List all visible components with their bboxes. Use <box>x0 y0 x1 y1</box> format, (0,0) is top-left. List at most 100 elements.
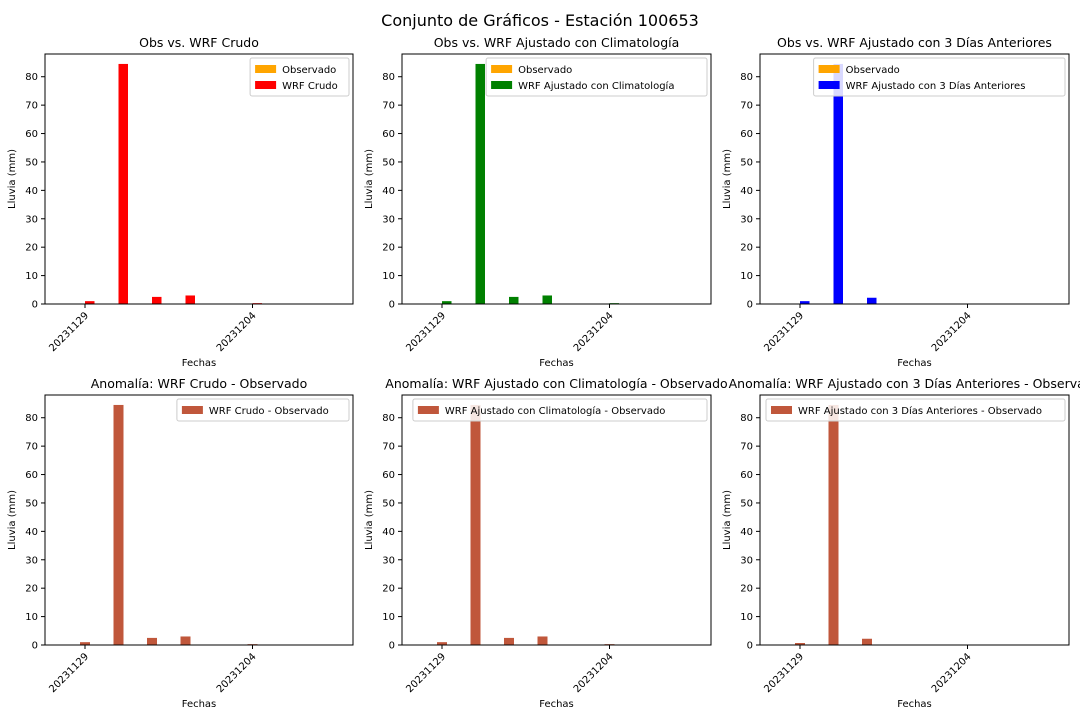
legend-swatch <box>771 406 792 414</box>
legend-box <box>813 57 1066 97</box>
y-tick-label: 60 <box>382 470 395 481</box>
bar <box>867 297 877 304</box>
legend-label: WRF Ajustado con 3 Días Anteriores - Obs… <box>798 405 1042 417</box>
y-tick-label: 50 <box>740 498 753 509</box>
x-tick-label: 20231204 <box>572 310 616 354</box>
bar <box>437 642 447 645</box>
panel-title: Obs vs. WRF Ajustado con 3 Días Anterior… <box>777 35 1052 50</box>
y-tick-label: 80 <box>382 72 395 83</box>
y-tick-label: 50 <box>25 498 38 509</box>
y-tick-label: 30 <box>740 555 753 566</box>
x-tick-label: 20231204 <box>215 651 259 695</box>
y-tick-label: 40 <box>382 186 395 197</box>
bar <box>862 638 872 645</box>
bar <box>152 296 162 304</box>
x-tick-label: 20231204 <box>930 651 974 695</box>
y-tick-label: 50 <box>382 498 395 509</box>
y-tick-label: 30 <box>25 214 38 225</box>
y-tick-label: 40 <box>382 527 395 538</box>
y-tick-label: 50 <box>740 157 753 168</box>
x-tick-label: 20231204 <box>572 651 616 695</box>
y-tick-label: 30 <box>382 214 395 225</box>
legend-box <box>765 398 1066 422</box>
y-tick-label: 80 <box>382 413 395 424</box>
y-tick-label: 40 <box>740 186 753 197</box>
y-tick-label: 0 <box>389 641 395 652</box>
y-tick-label: 80 <box>740 72 753 83</box>
bar <box>118 63 128 305</box>
y-tick-label: 30 <box>740 214 753 225</box>
y-tick-label: 70 <box>382 442 395 453</box>
legend-label: WRF Ajustado con 3 Días Anteriores <box>846 80 1026 92</box>
y-tick-label: 10 <box>25 271 38 282</box>
panel-title: Anomalía: WRF Ajustado con 3 Días Anteri… <box>729 376 1080 391</box>
y-tick-label: 80 <box>740 413 753 424</box>
legend-label: Observado <box>518 65 572 76</box>
x-tick-label: 20231129 <box>404 651 448 695</box>
y-tick-label: 60 <box>740 470 753 481</box>
y-tick-label: 70 <box>740 101 753 112</box>
legend-swatch <box>491 65 513 73</box>
plot-frame <box>44 53 354 305</box>
bar <box>442 301 452 304</box>
bar <box>504 637 514 645</box>
y-axis-label: Lluvia (mm) <box>364 149 375 209</box>
legend-swatch <box>818 81 840 89</box>
legend-swatch <box>417 406 439 414</box>
y-tick-label: 20 <box>382 584 395 595</box>
legend-label: WRF Crudo - Observado <box>209 406 329 417</box>
x-tick-label: 20231129 <box>47 310 91 354</box>
y-axis-label: Lluvia (mm) <box>722 149 733 209</box>
panel-title: Obs vs. WRF Crudo <box>139 35 259 50</box>
y-tick-label: 40 <box>25 186 38 197</box>
x-axis-label: Fechas <box>897 358 932 369</box>
y-tick-label: 50 <box>382 157 395 168</box>
panel-title: Anomalía: WRF Ajustado con Climatología … <box>385 376 727 391</box>
plot-frame <box>401 394 712 646</box>
legend-label: WRF Crudo <box>282 81 338 92</box>
y-tick-label: 60 <box>25 470 38 481</box>
y-tick-label: 30 <box>382 555 395 566</box>
x-axis-label: Fechas <box>539 358 574 369</box>
x-axis-label: Fechas <box>539 699 574 710</box>
plot-frame <box>759 394 1070 646</box>
legend-label: WRF Ajustado con Climatología - Observad… <box>445 405 666 417</box>
y-tick-label: 60 <box>25 129 38 140</box>
y-tick-label: 0 <box>747 300 753 311</box>
bar <box>828 404 839 645</box>
y-axis-label: Lluvia (mm) <box>7 490 18 550</box>
plot-frame <box>759 53 1070 305</box>
y-tick-label: 10 <box>740 271 753 282</box>
x-axis-label: Fechas <box>182 699 217 710</box>
y-axis-label: Lluvia (mm) <box>722 490 733 550</box>
figure-title: Conjunto de Gráficos - Estación 100653 <box>381 11 699 30</box>
bar <box>537 636 548 645</box>
x-tick-label: 20231129 <box>762 310 806 354</box>
bar <box>147 637 157 645</box>
legend-swatch <box>255 65 277 73</box>
y-tick-label: 10 <box>25 612 38 623</box>
bar <box>85 301 95 304</box>
y-tick-label: 20 <box>740 243 753 254</box>
y-tick-label: 80 <box>25 413 38 424</box>
legend-label: WRF Ajustado con Climatología <box>518 80 674 92</box>
legend-box <box>412 398 708 422</box>
y-tick-label: 60 <box>382 129 395 140</box>
y-tick-label: 70 <box>25 101 38 112</box>
bar <box>795 643 805 645</box>
bar <box>509 296 519 304</box>
legend-box <box>176 398 350 422</box>
y-tick-label: 0 <box>32 641 38 652</box>
bar <box>180 636 191 645</box>
y-tick-label: 10 <box>382 612 395 623</box>
panel-title: Anomalía: WRF Crudo - Observado <box>91 376 308 391</box>
legend-label: Observado <box>282 65 336 76</box>
y-tick-label: 40 <box>740 527 753 538</box>
y-tick-label: 80 <box>25 72 38 83</box>
y-tick-label: 0 <box>32 300 38 311</box>
plot-frame <box>44 394 354 646</box>
legend-box <box>485 57 708 97</box>
y-tick-label: 20 <box>25 584 38 595</box>
bar <box>113 404 124 645</box>
